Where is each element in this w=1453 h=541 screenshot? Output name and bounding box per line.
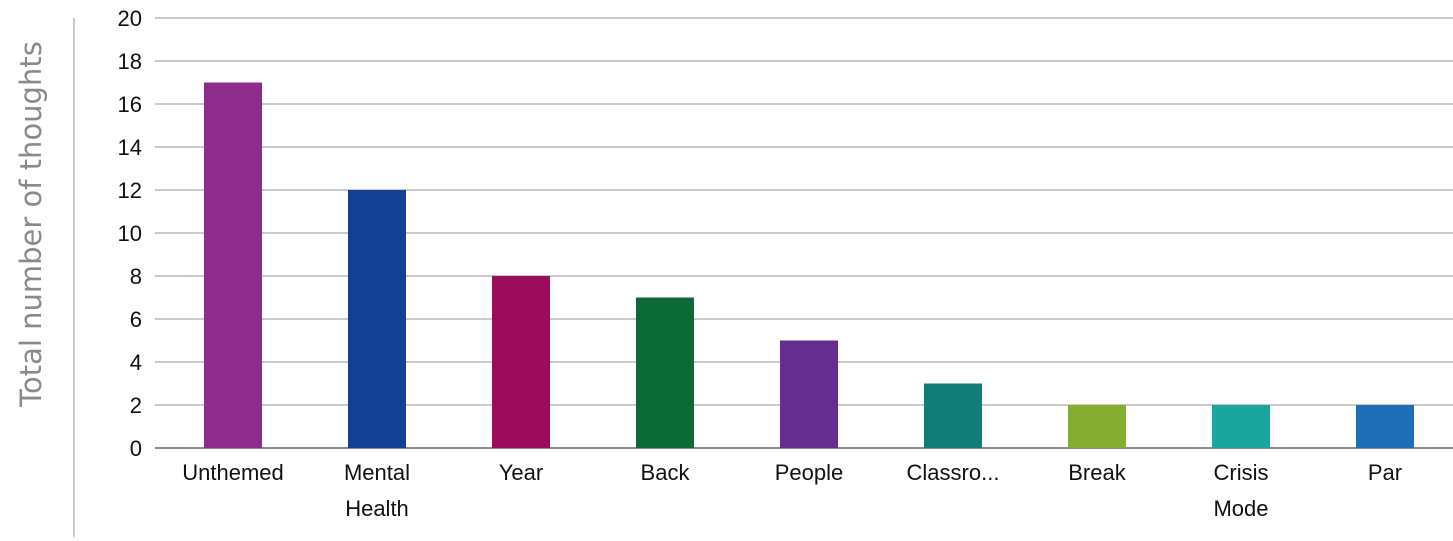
x-tick-label: Unthemed: [182, 460, 284, 485]
y-tick-label: 20: [118, 6, 142, 31]
bar: [636, 297, 694, 448]
bar: [204, 82, 262, 448]
x-tick-label: Mode: [1213, 496, 1268, 521]
x-tick-labels: Unthemed Mental Health Year Back People Classr…: [182, 460, 1402, 521]
bar: [1212, 405, 1270, 448]
x-tick-label: Classro...: [907, 460, 1000, 485]
y-tick-label: 14: [118, 135, 142, 160]
x-tick-label: Health: [345, 496, 409, 521]
x-tick-label: People: [775, 460, 844, 485]
y-tick-label: 8: [130, 264, 142, 289]
y-tick-label: 10: [118, 221, 142, 246]
bar: [492, 276, 550, 448]
y-tick-label: 4: [130, 350, 142, 375]
bar: [1356, 405, 1414, 448]
x-tick-label: Back: [641, 460, 691, 485]
y-tick-label: 0: [130, 436, 142, 461]
y-tick-label: 16: [118, 92, 142, 117]
x-tick-label: Crisis: [1214, 460, 1269, 485]
bar: [780, 340, 838, 448]
x-tick-label: Break: [1068, 460, 1126, 485]
y-tick-label: 12: [118, 178, 142, 203]
y-tick-labels: 0 2 4 6 8 10 12 14 16 18 20: [118, 6, 142, 461]
y-tick-label: 6: [130, 307, 142, 332]
bar: [924, 383, 982, 448]
x-tick-label: Mental: [344, 460, 410, 485]
bar: [348, 190, 406, 448]
x-tick-label: Year: [499, 460, 543, 485]
y-tick-label: 18: [118, 49, 142, 74]
bar: [1068, 405, 1126, 448]
x-tick-label: Par: [1368, 460, 1402, 485]
bars: [204, 82, 1414, 448]
y-axis-label: Total number of thoughts: [14, 41, 48, 408]
y-tick-label: 2: [130, 393, 142, 418]
